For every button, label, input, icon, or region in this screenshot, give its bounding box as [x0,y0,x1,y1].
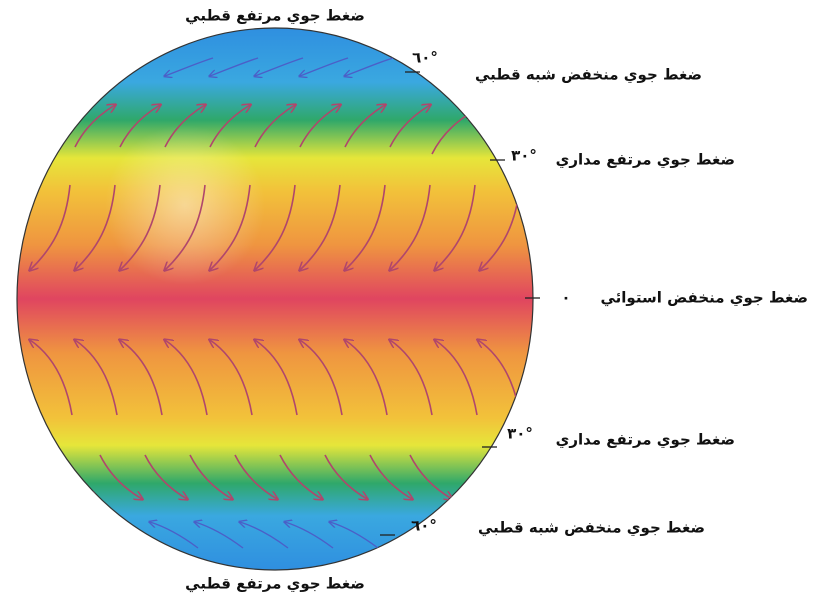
top-label: ضغط جوي مرتفع قطبي [185,7,365,26]
belt-label: ضغط جوي مرتفع مداري [556,151,735,170]
degree-label: ٣٠° [507,425,533,443]
degree-label: ٠ [561,289,570,307]
wind-arrow [30,105,70,147]
belt-label: ضغط جوي مرتفع مداري [556,431,735,450]
belt-label: ضغط جوي منخفض شبه قطبي [478,519,705,538]
degree-label: ٦٠° [411,517,437,535]
belt-label: ضغط جوي منخفض شبه قطبي [475,66,702,85]
globe [16,27,534,571]
degree-label: ٣٠° [511,147,537,165]
belt-label: ضغط جوي منخفض استوائي [600,289,808,308]
earth [16,27,534,571]
degree-label: ٦٠° [412,49,438,67]
latitude-ticks [380,71,540,536]
highlight [105,125,265,285]
bottom-label: ضغط جوي مرتفع قطبي [185,575,365,594]
